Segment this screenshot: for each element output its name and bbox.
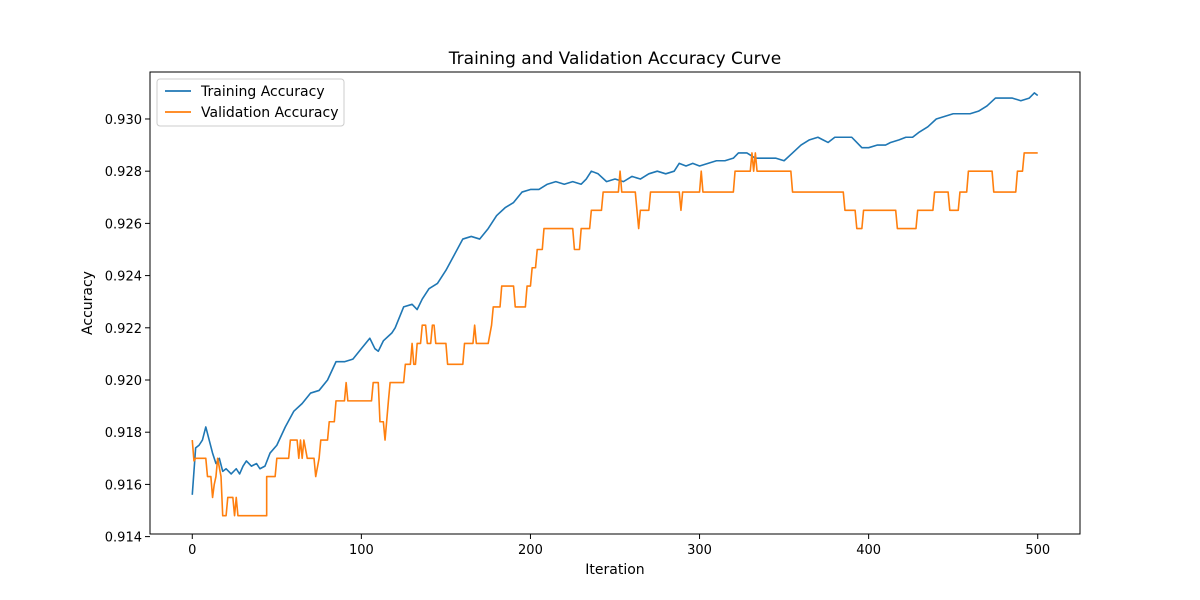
x-tick-label: 500 <box>1025 543 1050 558</box>
x-axis-label: Iteration <box>585 562 644 578</box>
y-tick-label: 0.922 <box>105 322 142 337</box>
y-tick-label: 0.914 <box>105 531 142 546</box>
x-axis: 0 100 200 300 400 500 <box>188 534 1050 558</box>
y-axis-label: Accuracy <box>80 271 96 335</box>
legend-box <box>156 78 345 127</box>
x-tick-label: 300 <box>687 543 712 558</box>
chart-title: Training and Validation Accuracy Curve <box>448 49 781 69</box>
y-tick-label: 0.930 <box>105 113 142 128</box>
y-tick-label: 0.918 <box>105 426 142 441</box>
y-tick-label: 0.916 <box>105 478 142 493</box>
legend: Training Accuracy Validation Accuracy <box>156 78 345 127</box>
y-tick-label: 0.928 <box>105 165 142 180</box>
series-line-validation-accuracy <box>191 152 1038 517</box>
y-axis: 0.914 0.916 0.918 0.920 0.922 0.924 0.926 0.928… <box>105 113 150 546</box>
x-tick-label: 100 <box>349 543 374 558</box>
legend-label: Training Accuracy <box>200 84 325 100</box>
x-tick-label: 200 <box>518 543 543 558</box>
x-tick-label: 400 <box>856 543 881 558</box>
x-tick-label: 0 <box>188 543 196 558</box>
series-line-training-accuracy <box>191 92 1039 495</box>
y-tick-label: 0.924 <box>105 270 142 285</box>
y-tick-label: 0.926 <box>105 217 142 232</box>
plot-area-frame <box>149 71 1081 535</box>
y-tick-label: 0.920 <box>105 374 142 389</box>
legend-label: Validation Accuracy <box>201 105 339 121</box>
